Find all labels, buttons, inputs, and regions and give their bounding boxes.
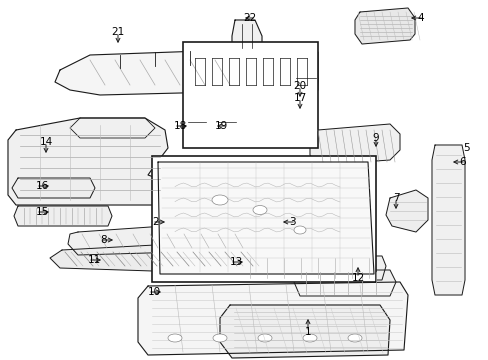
Bar (152, 156, 375, 282)
Text: 8: 8 (100, 235, 106, 245)
Polygon shape (55, 50, 254, 95)
Text: 4: 4 (417, 13, 423, 23)
Polygon shape (12, 178, 95, 198)
Text: 17: 17 (293, 93, 306, 103)
Polygon shape (68, 220, 260, 255)
Text: 5: 5 (462, 143, 468, 153)
Text: 11: 11 (88, 255, 101, 265)
Polygon shape (158, 162, 373, 274)
Ellipse shape (293, 226, 305, 234)
Ellipse shape (252, 206, 266, 215)
Text: 21: 21 (111, 27, 124, 37)
Polygon shape (184, 52, 317, 100)
Text: 18: 18 (174, 121, 187, 131)
Polygon shape (231, 20, 262, 55)
Ellipse shape (347, 334, 361, 342)
Text: 10: 10 (148, 287, 161, 297)
Polygon shape (354, 8, 414, 44)
Text: 13: 13 (229, 257, 243, 267)
Text: 14: 14 (40, 137, 53, 147)
Polygon shape (50, 240, 258, 274)
Text: 16: 16 (36, 181, 49, 191)
Polygon shape (385, 190, 427, 232)
Polygon shape (240, 256, 385, 280)
Text: 15: 15 (36, 207, 49, 217)
Polygon shape (14, 206, 112, 226)
Polygon shape (291, 58, 317, 104)
Polygon shape (431, 145, 464, 295)
Bar (183, 42, 317, 148)
Text: 2: 2 (152, 217, 158, 227)
Ellipse shape (258, 334, 271, 342)
Text: 12: 12 (351, 273, 364, 283)
Ellipse shape (168, 334, 182, 342)
Polygon shape (8, 118, 172, 205)
Text: 9: 9 (372, 133, 379, 143)
Text: 20: 20 (293, 81, 306, 91)
Polygon shape (214, 110, 240, 140)
Ellipse shape (212, 195, 227, 205)
Text: 1: 1 (304, 327, 311, 337)
Polygon shape (138, 282, 407, 355)
Ellipse shape (213, 334, 226, 342)
Text: 19: 19 (214, 121, 227, 131)
Ellipse shape (303, 334, 316, 342)
Text: 7: 7 (392, 193, 399, 203)
Text: 22: 22 (242, 13, 256, 23)
Polygon shape (220, 305, 389, 358)
Text: 6: 6 (458, 157, 465, 167)
Polygon shape (309, 124, 399, 165)
Text: 3: 3 (289, 217, 295, 227)
Polygon shape (293, 270, 395, 296)
Polygon shape (183, 110, 209, 140)
